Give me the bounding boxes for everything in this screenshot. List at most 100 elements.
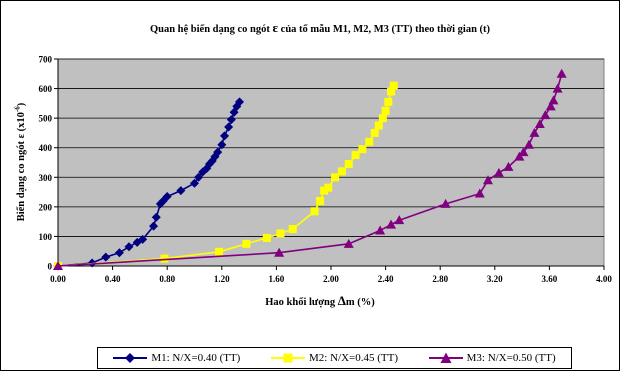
data-point-square — [387, 87, 396, 96]
y-tick-label: 300 — [39, 173, 53, 183]
data-point-triangle — [552, 83, 563, 93]
legend-triangle-icon — [428, 352, 463, 363]
y-axis-label-exponent: -6 — [13, 106, 22, 113]
y-tick-label: 400 — [39, 143, 53, 153]
data-point-triangle — [540, 110, 551, 120]
legend-diamond-icon — [113, 353, 148, 363]
x-axis-label-text: Hao khối lượng — [265, 297, 338, 308]
data-point-triangle — [482, 175, 493, 185]
chart-title-part: của tổ mẫu M1, M2, M3 (TT) theo thời gia… — [278, 24, 491, 35]
data-point-triangle — [274, 247, 285, 257]
y-tick-label: 700 — [39, 55, 53, 65]
legend-item-m3: M3: N/X=0.50 (TT) — [428, 352, 556, 364]
chart-title-epsilon: ɛ — [272, 20, 279, 35]
data-point-square — [374, 121, 383, 130]
x-tick-label: 2.40 — [378, 274, 394, 284]
data-point-diamond — [149, 221, 159, 231]
data-point-triangle — [518, 147, 529, 157]
data-point-diamond — [176, 186, 186, 196]
data-point-diamond — [151, 212, 161, 222]
data-point-square — [337, 167, 346, 176]
data-point-triangle — [375, 225, 386, 235]
data-point-square — [160, 254, 169, 263]
data-point-diamond — [138, 234, 148, 244]
y-tick-label: 200 — [39, 202, 53, 212]
y-tick-label: 600 — [39, 84, 53, 94]
data-point-triangle — [534, 119, 545, 129]
x-axis-label-text: m (%) — [345, 297, 375, 308]
legend: M1: N/X=0.40 (TT) M2: N/X=0.45 (TT) M3: … — [97, 347, 572, 369]
data-point-triangle — [394, 215, 405, 225]
plot-background — [57, 58, 605, 267]
y-axis-label-text: ) — [15, 102, 27, 107]
data-point-square — [242, 239, 251, 248]
x-tick-label: 0.00 — [50, 274, 66, 284]
series-line-1 — [57, 101, 241, 267]
y-axis-label-text: Biến dạng co ngót ε (x10 — [15, 112, 27, 222]
data-point-triangle — [343, 238, 354, 248]
legend-label-m3: M3: N/X=0.50 (TT) — [466, 352, 556, 364]
data-point-triangle — [386, 219, 397, 229]
x-axis-label-delta: Δ — [337, 293, 346, 308]
x-axis-label: Hao khối lượng Δm (%) — [180, 293, 460, 309]
data-point-square — [370, 128, 379, 137]
legend-square-icon — [270, 353, 305, 363]
data-point-triangle — [529, 127, 540, 137]
x-tick-label: 2.00 — [323, 274, 339, 284]
data-point-square — [358, 145, 367, 154]
data-point-square — [381, 106, 390, 115]
data-point-triangle — [474, 188, 485, 198]
data-point-square — [320, 186, 329, 195]
x-tick-label: 2.80 — [432, 274, 448, 284]
data-point-diamond — [224, 122, 234, 132]
data-point-triangle — [493, 167, 504, 177]
data-point-square — [351, 151, 360, 160]
data-point-triangle — [548, 95, 559, 105]
data-point-diamond — [217, 140, 227, 150]
data-point-triangle — [440, 198, 451, 208]
data-point-square — [365, 137, 374, 146]
legend-item-m2: M2: N/X=0.45 (TT) — [270, 352, 398, 364]
x-tick-label: 1.20 — [214, 274, 230, 284]
y-tick-label: 0 — [48, 262, 53, 272]
data-point-triangle — [556, 68, 567, 78]
data-point-square — [215, 247, 224, 256]
data-point-square — [384, 97, 393, 106]
data-point-diamond — [162, 192, 172, 202]
data-point-square — [316, 196, 325, 205]
x-tick-label: 4.00 — [596, 274, 612, 284]
data-point-square — [344, 159, 353, 168]
data-point-diamond — [220, 131, 230, 141]
data-point-triangle — [545, 101, 556, 111]
data-point-square — [389, 81, 398, 90]
data-point-diamond — [190, 178, 199, 188]
x-tick-label: 3.60 — [542, 274, 558, 284]
data-point-diamond — [235, 97, 245, 107]
data-point-diamond — [101, 252, 111, 262]
data-point-square — [262, 233, 271, 242]
legend-item-m1: M1: N/X=0.40 (TT) — [113, 352, 240, 364]
data-point-diamond — [114, 248, 124, 258]
chart-title-part: Quan hệ biến dạng co ngót — [149, 24, 273, 35]
legend-label-m2: M2: N/X=0.45 (TT) — [308, 352, 398, 364]
data-point-diamond — [124, 242, 134, 252]
data-point-square — [324, 183, 333, 192]
data-point-diamond — [226, 115, 236, 125]
y-axis-label-wrap: Biến dạng co ngót ε (x10-6) — [8, 62, 32, 262]
x-tick-label: 0.40 — [105, 274, 121, 284]
data-point-triangle — [503, 161, 514, 171]
data-point-square — [378, 114, 387, 123]
data-point-square — [310, 207, 319, 216]
x-tick-label: 0.80 — [159, 274, 175, 284]
legend-label-m1: M1: N/X=0.40 (TT) — [151, 352, 241, 364]
data-point-triangle — [53, 261, 63, 270]
y-tick-label: 500 — [39, 114, 53, 124]
data-point-square — [276, 229, 285, 238]
data-point-triangle — [523, 139, 534, 149]
y-tick-label: 100 — [39, 232, 53, 242]
data-point-square — [331, 173, 340, 182]
data-point-square — [288, 225, 297, 234]
data-point-diamond — [213, 147, 223, 157]
y-axis-label: Biến dạng co ngót ε (x10-6) — [13, 103, 27, 222]
